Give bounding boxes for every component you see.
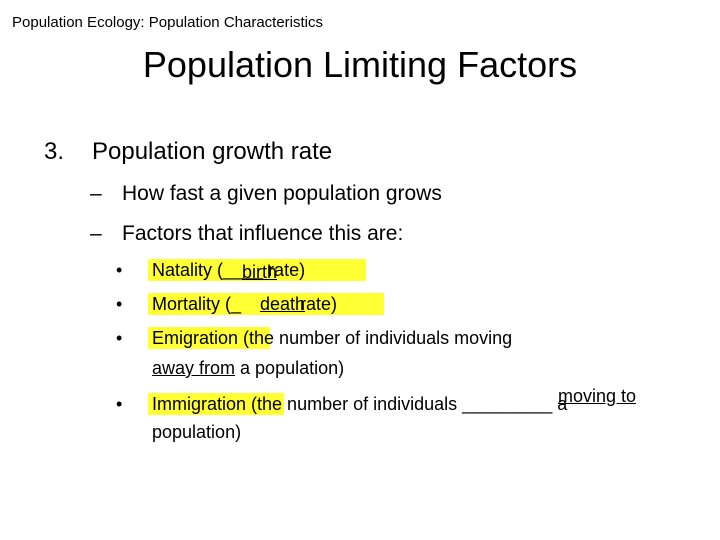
bullet-natality: • — [116, 260, 123, 280]
sub-item-1: How fast a given population grows — [122, 182, 442, 205]
immigration-answer: moving to — [558, 386, 637, 406]
bullet-immigration: • — [116, 394, 123, 414]
mortality-trail: rate) — [295, 294, 338, 314]
natality-line: Natality (____ rate) — [152, 260, 305, 281]
sub-dash-1: – — [90, 182, 102, 205]
immigration-text2: a — [552, 394, 568, 414]
immigration-line-1: Immigration (the number of individuals _… — [152, 394, 567, 415]
natality-highlight — [148, 259, 366, 281]
slide-header: Population Ecology: Population Character… — [12, 14, 324, 31]
emigration-highlight — [148, 327, 270, 349]
sub-dash-2: – — [90, 222, 102, 245]
sub-item-2: Factors that influence this are: — [122, 222, 404, 245]
item-text: Population growth rate — [92, 138, 333, 165]
mortality-highlight — [148, 293, 384, 315]
immigration-highlight — [148, 393, 284, 415]
mortality-line: Mortality (_ rate) — [152, 294, 337, 315]
natality-trail: rate) — [263, 260, 306, 280]
bullet-emigration: • — [116, 328, 123, 348]
natality-answer: birth — [242, 262, 278, 282]
immigration-lead: Immigration ( — [152, 394, 258, 414]
mortality-answer: death — [260, 294, 306, 314]
natality-blank: ____ — [223, 260, 264, 280]
emigration-text: the number of individuals moving — [249, 328, 513, 348]
mortality-blank: _ — [231, 294, 242, 314]
slide-title: Population Limiting Factors — [142, 44, 578, 85]
immigration-blank: _________ — [462, 394, 553, 414]
emigration-answer: away from — [152, 358, 236, 378]
immigration-text: the number of individuals — [257, 394, 463, 414]
bullet-mortality: • — [116, 294, 123, 314]
immigration-line-2: population) — [152, 422, 242, 442]
natality-lead: Natality ( — [152, 260, 224, 280]
emigration-text2: a population) — [235, 358, 345, 378]
emigration-line-2: away from a population) — [152, 358, 344, 379]
mortality-lead: Mortality ( — [152, 294, 232, 314]
emigration-lead: Emigration ( — [152, 328, 250, 348]
emigration-line-1: Emigration (the number of individuals mo… — [152, 328, 512, 349]
item-number: 3. — [44, 138, 65, 165]
